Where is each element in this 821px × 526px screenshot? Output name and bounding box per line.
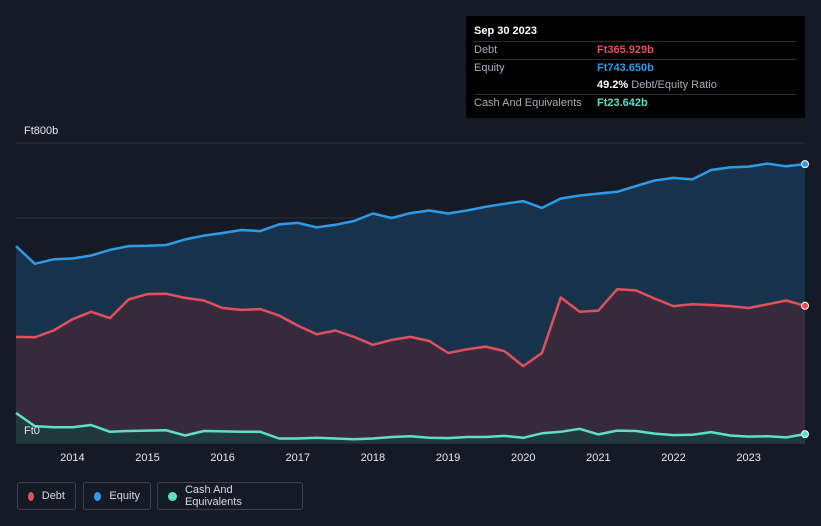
tooltip-equity-value: Ft743.650b: [597, 62, 654, 74]
x-tick-label: 2015: [135, 452, 159, 464]
tooltip-cash-row: Cash And Equivalents Ft23.642b: [474, 94, 797, 112]
cash-area: [16, 413, 805, 443]
tooltip-debt-value: Ft365.929b: [597, 44, 654, 56]
y-axis-top-label: Ft800b: [24, 125, 59, 137]
debt-area: [16, 289, 805, 443]
tooltip-ratio-spacer: [474, 77, 597, 94]
x-tick-label: 2021: [586, 452, 610, 464]
tooltip-cash-value: Ft23.642b: [597, 97, 648, 109]
cash-end-point: [801, 430, 809, 439]
tooltip-debt-row: Debt Ft365.929b: [474, 41, 797, 59]
x-tick-label: 2019: [436, 452, 460, 464]
x-tick-label: 2017: [286, 452, 310, 464]
cash-legend-dot-icon: [168, 491, 177, 501]
x-tick-label: 2023: [736, 452, 760, 464]
x-tick-label: 2020: [511, 452, 535, 464]
debt-line: [15, 288, 806, 368]
legend-debt-label: Debt: [41, 490, 65, 502]
x-tick-label: 2014: [60, 452, 84, 464]
legend-equity[interactable]: Equity: [83, 482, 151, 510]
x-tick-label: 2016: [210, 452, 234, 464]
tooltip-cash-label: Cash And Equivalents: [474, 97, 582, 109]
cash-line: [15, 411, 806, 441]
tooltip-ratio-row: 49.2% Debt/Equity Ratio: [474, 77, 797, 94]
y-axis-bottom-label: Ft0: [24, 425, 40, 437]
debt-legend-dot-icon: [28, 491, 34, 501]
legend-cash[interactable]: Cash And Equivalents: [157, 482, 303, 510]
legend-cash-label: Cash And Equivalents: [184, 484, 242, 508]
debt-end-point: [801, 301, 809, 310]
equity-line: [15, 162, 806, 266]
tooltip-equity-label: Equity: [474, 62, 505, 74]
tooltip-equity-row: Equity Ft743.650b: [474, 59, 797, 77]
tooltip-ratio-label: Debt/Equity Ratio: [631, 79, 717, 91]
equity-end-point: [801, 160, 809, 169]
equity-legend-dot-icon: [94, 491, 102, 501]
tooltip-ratio-value: 49.2%: [597, 79, 629, 91]
x-tick-label: 2018: [361, 452, 385, 464]
tooltip-date: Sep 30 2023: [474, 25, 537, 37]
legend-debt[interactable]: Debt: [17, 482, 76, 510]
x-tick-label: 2022: [661, 452, 685, 464]
data-tooltip: Sep 30 2023 Debt Ft365.929b Equity Ft743…: [466, 16, 805, 118]
tooltip-ratio: 49.2% Debt/Equity Ratio: [597, 77, 717, 94]
tooltip-debt-label: Debt: [474, 44, 498, 56]
legend-equity-label: Equity: [109, 490, 140, 502]
